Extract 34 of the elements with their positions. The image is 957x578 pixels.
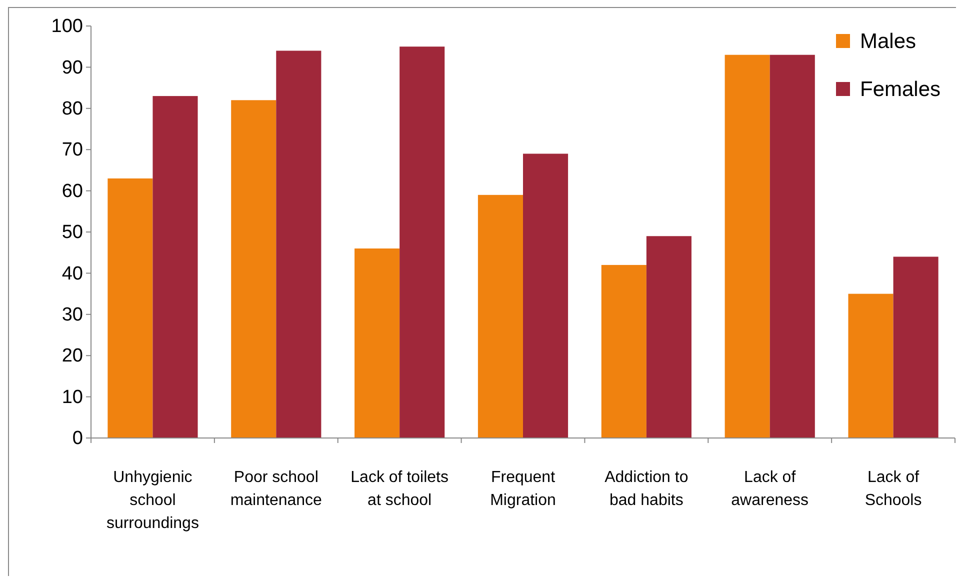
y-tick-label: 60 <box>62 180 83 202</box>
y-tick-label: 30 <box>62 304 83 326</box>
x-tick-label: Addiction to bad habits <box>604 469 688 509</box>
x-tick-label: Unhygienic school surroundings <box>106 469 199 532</box>
bar <box>400 46 445 438</box>
y-tick-label: 10 <box>62 386 83 408</box>
x-tick-label: Poor school maintenance <box>230 469 322 509</box>
legend-label: Females <box>860 78 941 101</box>
x-tick-label: Lack of toilets at school <box>350 469 448 509</box>
x-tick-label: Frequent Migration <box>490 469 556 509</box>
y-tick-label: 80 <box>62 98 83 120</box>
y-tick-label: 90 <box>62 57 83 78</box>
y-tick-label: 50 <box>62 222 83 244</box>
bar <box>231 100 276 438</box>
x-tick-label: Lack of Schools <box>864 469 922 509</box>
bar <box>724 54 770 438</box>
legend-label: Males <box>860 30 916 53</box>
bar <box>478 194 523 438</box>
y-tick-label: 70 <box>62 140 83 161</box>
bar <box>893 256 938 438</box>
y-tick-label: 100 <box>51 16 83 38</box>
y-tick-label: 0 <box>72 428 83 450</box>
bar <box>646 236 692 438</box>
bar <box>354 248 400 438</box>
y-tick-label: 40 <box>62 263 83 284</box>
bar <box>108 178 153 438</box>
bar <box>848 294 894 438</box>
y-tick-label: 20 <box>62 346 83 367</box>
bar <box>276 50 322 438</box>
bar <box>523 154 568 438</box>
bar <box>152 96 198 438</box>
bar <box>770 54 815 438</box>
bar <box>601 264 646 438</box>
x-tick-label: Lack of awareness <box>731 469 809 509</box>
